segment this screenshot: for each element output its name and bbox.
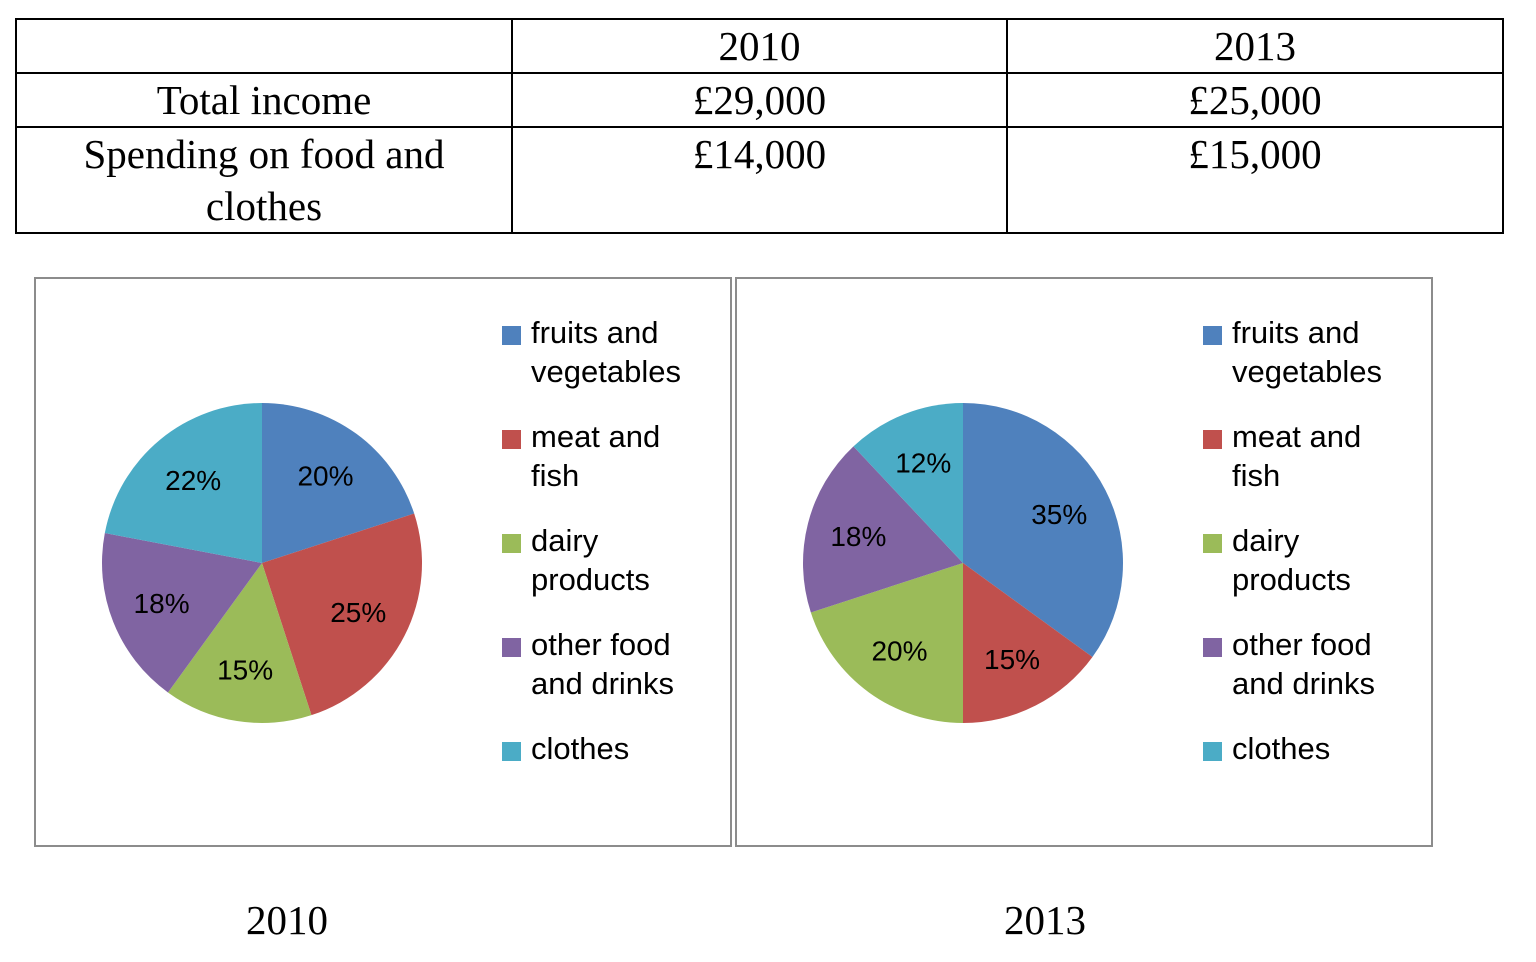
table-header-cell: 2013 <box>1006 18 1504 74</box>
slice-percent-label: 18% <box>830 521 886 552</box>
legend-swatch <box>1203 638 1222 657</box>
legend-item-meat-and-fish: meat and fish <box>1203 417 1428 495</box>
slice-percent-label: 18% <box>134 588 190 619</box>
pie-chart-2010-panel: 20% 25% 15% 18% 22% fruits and vegetables meat… <box>34 277 732 847</box>
slice-percent-label: 35% <box>1031 499 1087 530</box>
table-row: Total income £29,000 £25,000 <box>15 72 1504 128</box>
slice-percent-label: 20% <box>297 461 353 492</box>
legend-item-other-food-and-drinks: other food and drinks <box>1203 625 1428 703</box>
pie-slice-fruits-and-vegetables <box>963 403 1123 658</box>
chart-caption-2013: 2013 <box>1004 897 1086 943</box>
table-header-cell: 2010 <box>511 18 1008 74</box>
table-header-row: 2010 2013 <box>15 18 1504 74</box>
table-row: Spending on food and clothes £14,000 £15… <box>15 126 1504 234</box>
legend-item-dairy-products: dairy products <box>502 521 727 599</box>
legend-label: meat and fish <box>531 419 661 493</box>
legend-swatch <box>1203 534 1222 553</box>
slice-percent-label: 15% <box>984 644 1040 675</box>
income-table: 2010 2013 Total income £29,000 £25,000 S… <box>15 18 1504 234</box>
legend-item-clothes: clothes <box>502 729 727 768</box>
legend-swatch <box>502 742 521 761</box>
pie-slice-meat-and-fish <box>262 513 422 716</box>
row-label: Spending on food and clothes <box>15 126 513 234</box>
legend-swatch <box>502 534 521 553</box>
table-cell: £29,000 <box>511 72 1008 128</box>
legend-swatch <box>1203 742 1222 761</box>
legend-item-meat-and-fish: meat and fish <box>502 417 727 495</box>
pie-chart-2013-panel: 35% 15% 20% 18% 12% fruits and vegetables meat… <box>735 277 1433 847</box>
legend: fruits and vegetables meat and fish dairy pro… <box>1203 313 1428 794</box>
pie-slice-dairy-products <box>810 563 963 723</box>
pie-slice-other-food-and-drinks <box>803 446 963 613</box>
legend-swatch <box>502 638 521 657</box>
legend-label: clothes <box>1232 731 1331 766</box>
legend-swatch <box>502 430 521 449</box>
pie-slice-clothes <box>853 403 963 563</box>
pie-slice-clothes <box>104 403 262 563</box>
legend-swatch <box>1203 430 1222 449</box>
legend-label: dairy products <box>1232 523 1351 597</box>
table-cell: £15,000 <box>1006 126 1504 234</box>
table-cell: £14,000 <box>511 126 1008 234</box>
pie-slice-dairy-products <box>167 563 312 723</box>
legend-label: clothes <box>531 731 630 766</box>
legend-label: other food and drinks <box>1232 627 1376 701</box>
legend-swatch <box>1203 326 1222 345</box>
pie-chart-2013: 35% 15% 20% 18% 12% <box>803 403 1123 723</box>
legend-swatch <box>502 326 521 345</box>
legend-label: fruits and vegetables <box>1232 315 1382 389</box>
legend-label: meat and fish <box>1232 419 1362 493</box>
chart-caption-2010: 2010 <box>246 897 328 943</box>
table-header-cell <box>15 18 513 74</box>
legend-item-other-food-and-drinks: other food and drinks <box>502 625 727 703</box>
legend-label: other food and drinks <box>531 627 675 701</box>
pie-chart-2010: 20% 25% 15% 18% 22% <box>101 403 422 723</box>
pie-slice-fruits-and-vegetables <box>262 403 415 563</box>
slice-percent-label: 12% <box>895 448 951 479</box>
legend-label: fruits and vegetables <box>531 315 681 389</box>
table-cell: £25,000 <box>1006 72 1504 128</box>
pie-slice-other-food-and-drinks <box>101 533 262 693</box>
legend-item-fruits-and-vegetables: fruits and vegetables <box>1203 313 1428 391</box>
slice-percent-label: 22% <box>165 465 221 496</box>
slice-percent-label: 20% <box>871 635 927 666</box>
legend: fruits and vegetables meat and fish dairy pro… <box>502 313 727 794</box>
legend-label: dairy products <box>531 523 650 597</box>
legend-item-clothes: clothes <box>1203 729 1428 768</box>
legend-item-fruits-and-vegetables: fruits and vegetables <box>502 313 727 391</box>
slice-percent-label: 15% <box>217 655 273 686</box>
row-label: Total income <box>15 72 513 128</box>
legend-item-dairy-products: dairy products <box>1203 521 1428 599</box>
pie-slice-meat-and-fish <box>963 563 1093 723</box>
slice-percent-label: 25% <box>330 597 386 628</box>
